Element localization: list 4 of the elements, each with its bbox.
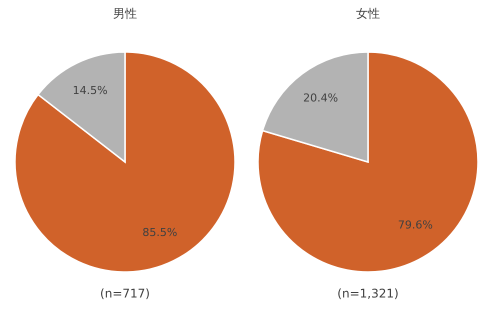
annotation: (n=1,321) [337,286,399,300]
annotation: (n=717) [100,286,150,300]
title: 女性 [356,6,380,20]
title: 男性 [113,6,137,20]
